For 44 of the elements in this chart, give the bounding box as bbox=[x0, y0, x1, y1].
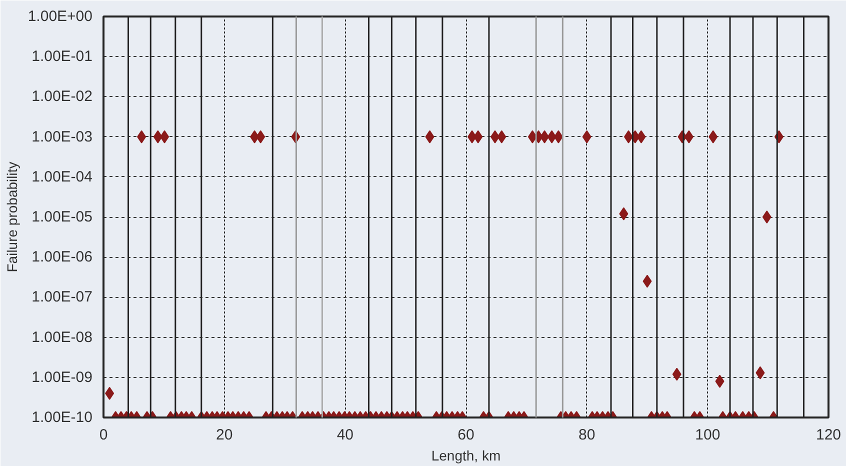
x-tick-label: 60 bbox=[458, 426, 474, 444]
x-tick-label: 20 bbox=[216, 426, 233, 444]
y-axis-title: Failure probability bbox=[4, 162, 20, 272]
point bbox=[762, 210, 772, 224]
point bbox=[547, 130, 556, 144]
point bbox=[105, 386, 114, 400]
point bbox=[554, 130, 563, 144]
y-tick-label: 1.00E-09 bbox=[32, 368, 93, 386]
point bbox=[684, 130, 694, 144]
point bbox=[468, 130, 477, 144]
point bbox=[624, 130, 634, 144]
point bbox=[474, 130, 483, 144]
x-axis-title: Length, km bbox=[431, 448, 501, 464]
x-tick-label: 120 bbox=[816, 426, 842, 444]
y-tick-label: 1.00E-03 bbox=[32, 128, 93, 146]
y-tick-label: 1.00E-10 bbox=[32, 409, 93, 426]
point bbox=[715, 374, 724, 388]
point bbox=[619, 207, 628, 220]
point bbox=[582, 130, 592, 144]
point bbox=[250, 130, 260, 144]
y-tick-label: 1.00E-06 bbox=[32, 248, 93, 266]
point bbox=[137, 130, 146, 144]
x-tick-label: 100 bbox=[695, 426, 720, 444]
point bbox=[160, 130, 170, 144]
point bbox=[425, 130, 434, 144]
y-tick-label: 1.00E-01 bbox=[32, 48, 93, 66]
point bbox=[256, 130, 266, 144]
point bbox=[153, 130, 162, 144]
point bbox=[636, 130, 646, 144]
point bbox=[708, 130, 718, 144]
point bbox=[497, 130, 506, 144]
y-tick-label: 1.00E-07 bbox=[32, 288, 93, 306]
y-tick-label: 1.00E-02 bbox=[32, 88, 93, 106]
y-tick-label: 1.00E-04 bbox=[32, 168, 93, 186]
point bbox=[540, 130, 550, 144]
y-tick-label: 1.00E+00 bbox=[28, 8, 93, 25]
point bbox=[672, 368, 682, 381]
y-tick-label: 1.00E-08 bbox=[32, 328, 93, 346]
x-tick-label: 40 bbox=[336, 426, 354, 444]
x-tick-label: 80 bbox=[578, 426, 596, 444]
x-tick-label: 0 bbox=[99, 426, 108, 444]
point bbox=[642, 274, 652, 288]
y-tick-label: 1.00E-05 bbox=[32, 208, 93, 226]
point bbox=[756, 366, 765, 380]
